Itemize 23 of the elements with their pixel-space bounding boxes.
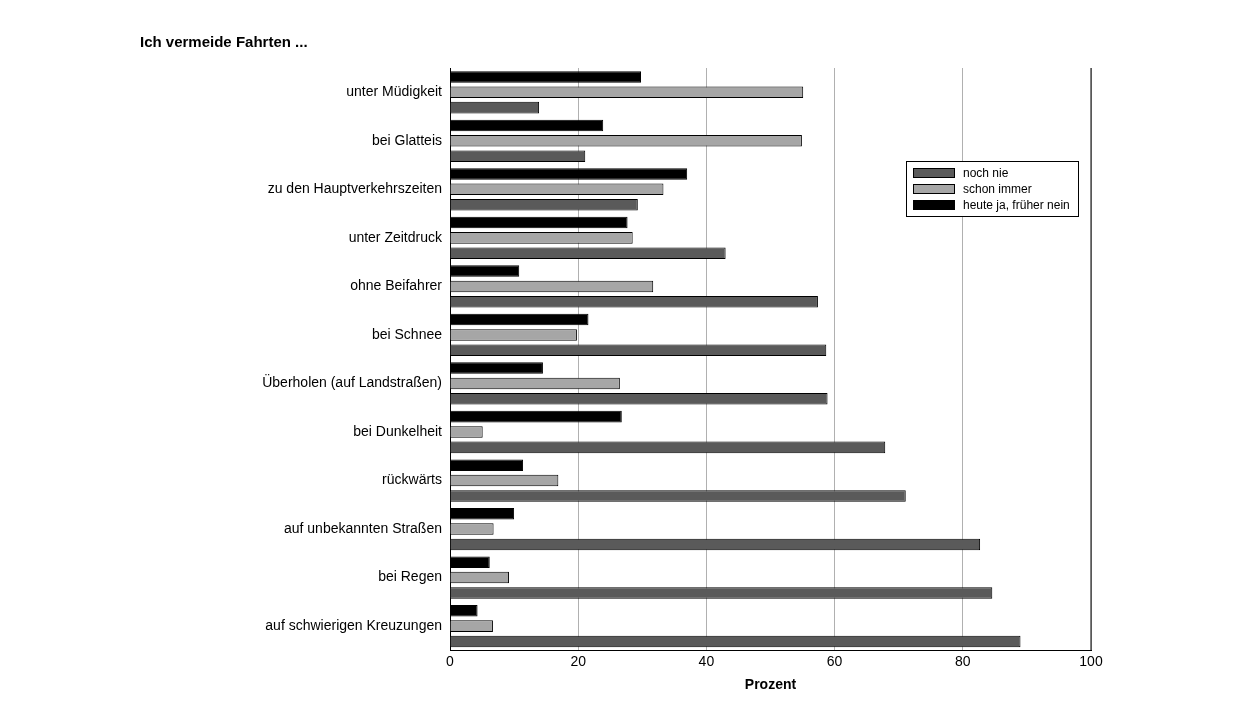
y-tick-label: rückwärts (382, 471, 442, 488)
y-tick-label: unter Zeitdruck (348, 228, 443, 245)
legend-label: heute ja, früher nein (963, 197, 1070, 214)
x-tick-label: 100 (1079, 652, 1103, 669)
y-tick-label: auf unbekannten Straßen (283, 519, 442, 536)
y-tick-label: zu den Hauptverkehrszeiten (267, 180, 442, 197)
legend-label: noch nie (963, 165, 1009, 182)
y-tick-label: bei Dunkelheit (353, 422, 443, 439)
x-tick-label: 40 (698, 652, 715, 669)
x-tick-label: 60 (826, 652, 843, 669)
x-tick-label: 20 (570, 652, 587, 669)
y-tick-label: auf schwierigen Kreuzungen (265, 616, 442, 633)
y-tick-label: unter Müdigkeit (346, 83, 443, 100)
y-tick-label: bei Schnee (371, 325, 443, 342)
x-tick-label: 80 (955, 652, 971, 669)
y-tick-label: bei Glatteis (371, 131, 442, 148)
text: Ich vermeide Fahrten ... (140, 33, 308, 51)
y-tick-label: Überholen (auf Landstraßen) (262, 373, 442, 391)
legend-label: schon immer (963, 181, 1032, 198)
x-tick-label: 0 (446, 652, 455, 669)
y-tick-label: ohne Beifahrer (350, 277, 443, 294)
x-axis-title: Prozent (744, 676, 797, 693)
y-tick-label: bei Regen (378, 568, 442, 585)
